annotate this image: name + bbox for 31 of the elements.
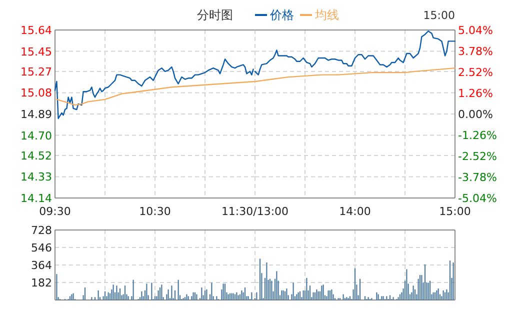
y-tick-label: 14.89 <box>20 108 52 121</box>
legend-label: 均线 <box>314 8 339 22</box>
y-tick-label: 14.14 <box>20 192 52 205</box>
y-tick-label: 15.64 <box>20 24 52 37</box>
y-tick-label: 15.27 <box>20 65 52 78</box>
y-tick-label: 182 <box>31 276 52 290</box>
y-tick-label: 15.45 <box>20 45 52 58</box>
y-tick-label: 14.33 <box>20 170 52 184</box>
x-tick-label: 09:30 <box>39 205 71 218</box>
x-tick-label: 14:00 <box>339 205 371 218</box>
text: 5.04% <box>458 24 493 37</box>
text: -3.78% <box>458 171 497 184</box>
y-tick-label: 14.70 <box>20 129 52 142</box>
text: -2.52% <box>458 150 497 163</box>
text: 2.52% <box>458 66 493 79</box>
x-tick-label: 11:30/13:00 <box>221 205 289 218</box>
text: -5.04% <box>458 192 497 205</box>
y-tick-label: 546 <box>31 242 52 254</box>
y-tick-label: 364 <box>31 259 52 272</box>
legend-label: 价格 <box>269 8 294 22</box>
text: 1.26% <box>458 87 493 100</box>
x-tick-label: 10:30 <box>139 205 171 218</box>
x-tick-label: 15:00 <box>439 205 471 218</box>
y-tick-label: 14.52 <box>20 149 52 162</box>
chart-title: 分时图 <box>197 8 233 22</box>
text: 0.00% <box>458 108 493 121</box>
y-tick-label: 728 <box>31 224 52 237</box>
text: -1.26% <box>458 129 497 142</box>
text: 3.78% <box>458 45 493 58</box>
y-tick-label: 15.08 <box>20 86 52 100</box>
text: 15:00 <box>423 9 455 22</box>
